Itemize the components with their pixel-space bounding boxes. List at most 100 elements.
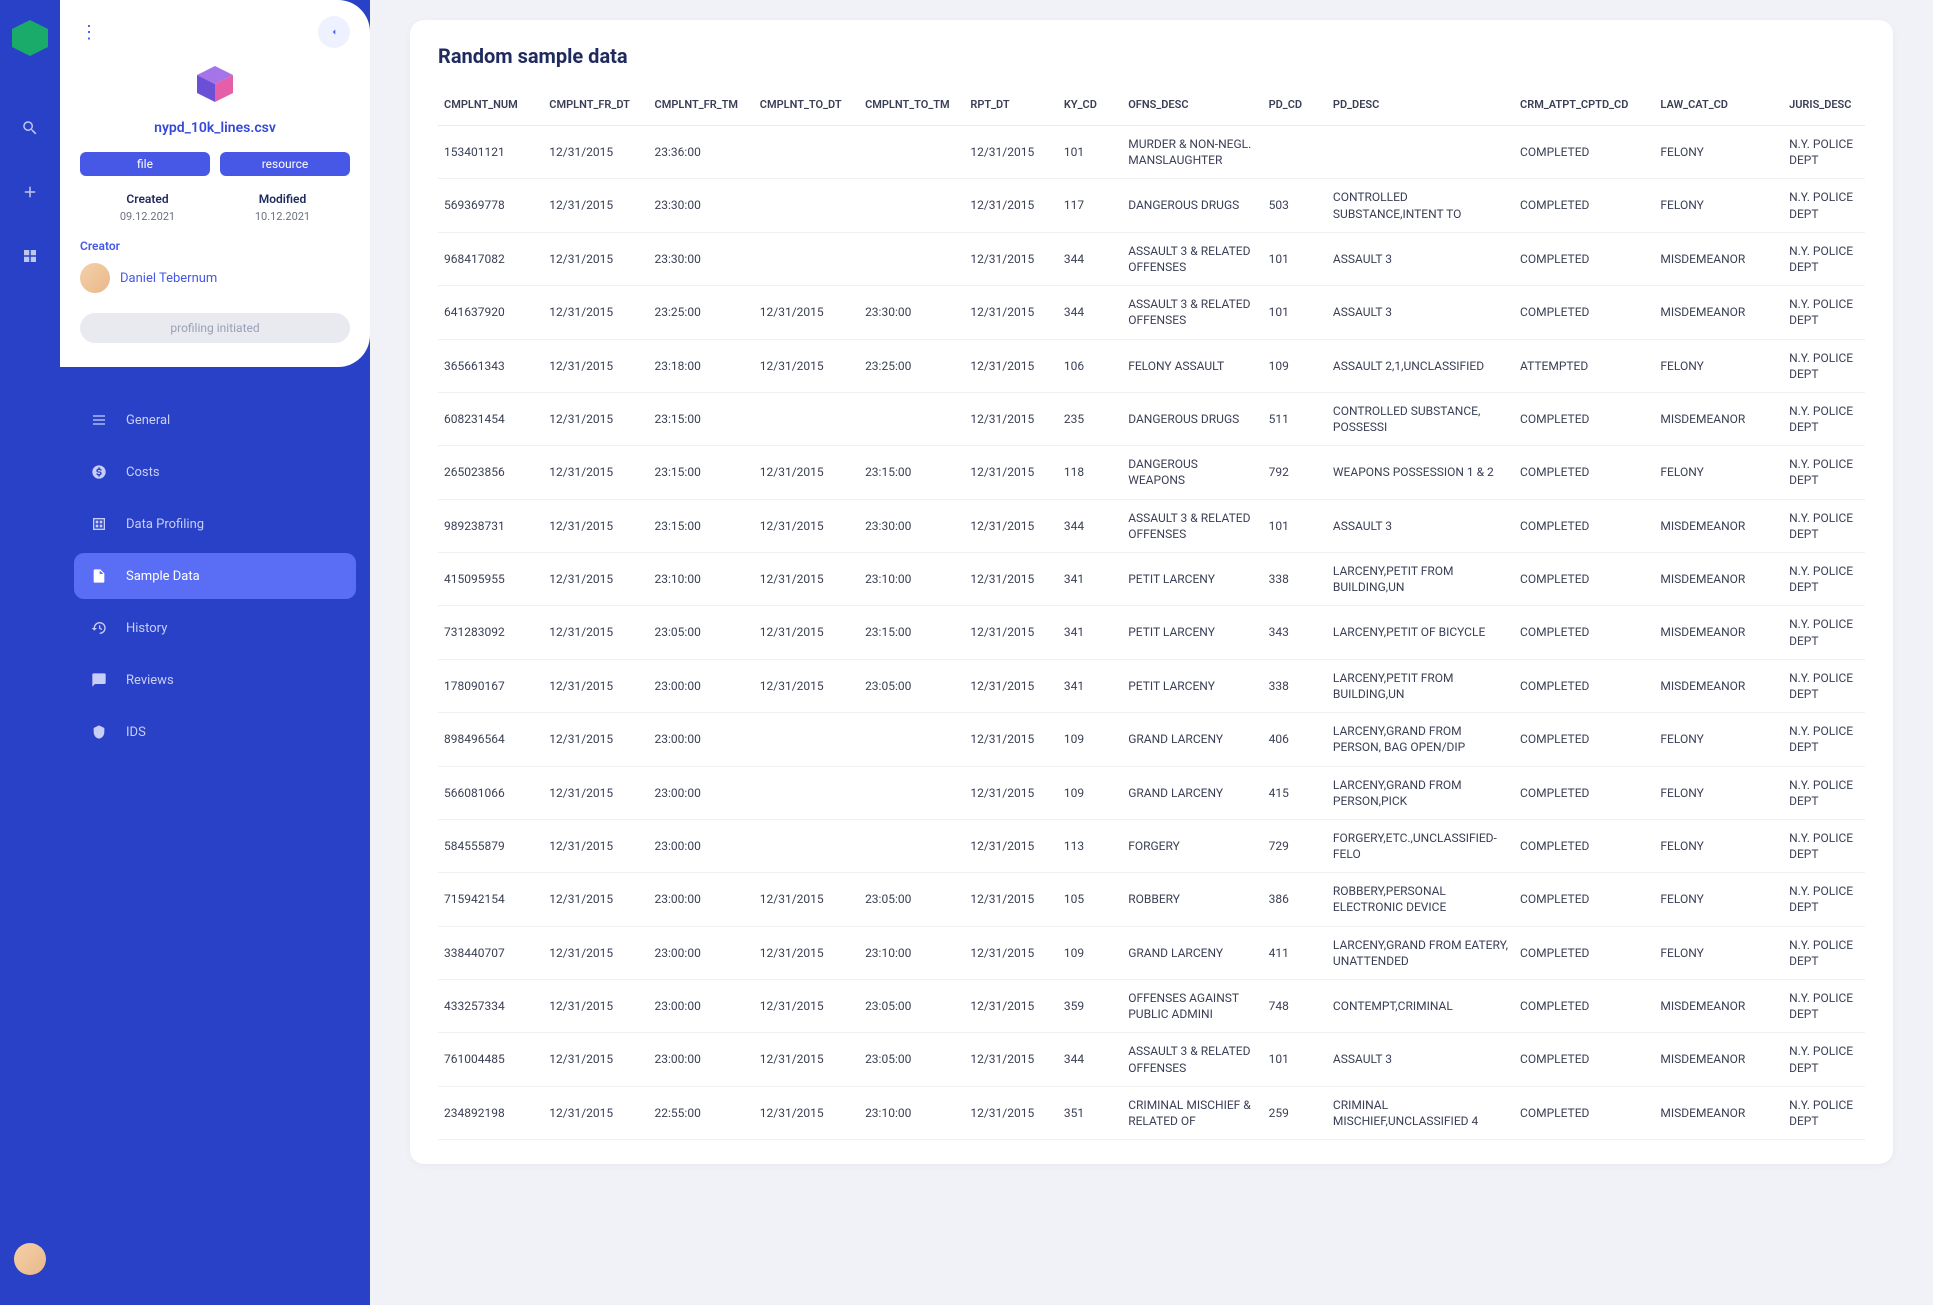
cell: 968417082	[438, 232, 543, 285]
nav-item-profiling[interactable]: Data Profiling	[74, 501, 356, 547]
cell: COMPLETED	[1514, 606, 1654, 659]
creator-name-link[interactable]: Daniel Tebernum	[120, 271, 217, 286]
cell: 23:05:00	[859, 873, 964, 926]
cell: 12/31/2015	[543, 553, 648, 606]
table-row[interactable]: 23489219812/31/201522:55:0012/31/201523:…	[438, 1086, 1865, 1139]
table-row[interactable]: 26502385612/31/201523:15:0012/31/201523:…	[438, 446, 1865, 499]
col-header[interactable]: RPT_DT	[964, 88, 1058, 126]
cell: 12/31/2015	[543, 1086, 648, 1139]
cell: 23:00:00	[649, 873, 754, 926]
nav-item-reviews[interactable]: Reviews	[74, 657, 356, 703]
cell: MURDER & NON-NEGL. MANSLAUGHTER	[1122, 126, 1262, 179]
table-row[interactable]: 43325733412/31/201523:00:0012/31/201523:…	[438, 980, 1865, 1033]
cell: 12/31/2015	[754, 286, 859, 339]
cell: 109	[1058, 713, 1122, 766]
file-pill[interactable]: file	[80, 152, 210, 176]
cell: CRIMINAL MISCHIEF & RELATED OF	[1122, 1086, 1262, 1139]
cell: 23:15:00	[859, 606, 964, 659]
user-avatar[interactable]	[14, 1243, 46, 1275]
col-header[interactable]: LAW_CAT_CD	[1654, 88, 1783, 126]
table-row[interactable]: 76100448512/31/201523:00:0012/31/201523:…	[438, 1033, 1865, 1086]
cell: 12/31/2015	[964, 392, 1058, 445]
logo-icon[interactable]	[12, 20, 48, 56]
nav-label: Data Profiling	[126, 517, 204, 532]
more-menu-icon[interactable]: ⋮	[80, 22, 98, 43]
cell: FELONY ASSAULT	[1122, 339, 1262, 392]
cell: 23:05:00	[859, 980, 964, 1033]
back-button[interactable]	[318, 16, 350, 48]
table-row[interactable]: 60823145412/31/201523:15:0012/31/2015235…	[438, 392, 1865, 445]
table-row[interactable]: 89849656412/31/201523:00:0012/31/2015109…	[438, 713, 1865, 766]
table-row[interactable]: 15340112112/31/201523:36:0012/31/2015101…	[438, 126, 1865, 179]
cell: 12/31/2015	[543, 286, 648, 339]
cell: N.Y. POLICE DEPT	[1783, 499, 1865, 552]
nav-item-sample[interactable]: Sample Data	[74, 553, 356, 599]
table-row[interactable]: 58455587912/31/201523:00:0012/31/2015113…	[438, 819, 1865, 872]
cell: 12/31/2015	[543, 339, 648, 392]
cell: 12/31/2015	[543, 713, 648, 766]
col-header[interactable]: PD_CD	[1263, 88, 1327, 126]
cell: 101	[1263, 232, 1327, 285]
nav-item-costs[interactable]: Costs	[74, 449, 356, 495]
cell: 12/31/2015	[964, 339, 1058, 392]
cell: 23:00:00	[649, 659, 754, 712]
cell: 761004485	[438, 1033, 543, 1086]
cell: 23:00:00	[649, 766, 754, 819]
col-header[interactable]: CMPLNT_NUM	[438, 88, 543, 126]
table-row[interactable]: 56608106612/31/201523:00:0012/31/2015109…	[438, 766, 1865, 819]
add-icon[interactable]	[20, 182, 40, 202]
cell: LARCENY,GRAND FROM PERSON,PICK	[1327, 766, 1514, 819]
cell: 566081066	[438, 766, 543, 819]
nav-label: Reviews	[126, 673, 174, 688]
cell: N.Y. POLICE DEPT	[1783, 926, 1865, 979]
cell: 265023856	[438, 446, 543, 499]
nav-item-history[interactable]: History	[74, 605, 356, 651]
cell	[754, 232, 859, 285]
cell: 12/31/2015	[543, 232, 648, 285]
col-header[interactable]: KY_CD	[1058, 88, 1122, 126]
cell: 106	[1058, 339, 1122, 392]
cell	[859, 126, 964, 179]
col-header[interactable]: CMPLNT_TO_DT	[754, 88, 859, 126]
grid-icon[interactable]	[20, 246, 40, 266]
table-row[interactable]: 73128309212/31/201523:05:0012/31/201523:…	[438, 606, 1865, 659]
cell: 338440707	[438, 926, 543, 979]
table-row[interactable]: 17809016712/31/201523:00:0012/31/201523:…	[438, 659, 1865, 712]
cell: 12/31/2015	[964, 606, 1058, 659]
cell: 12/31/2015	[964, 232, 1058, 285]
cell: 12/31/2015	[964, 553, 1058, 606]
table-row[interactable]: 98923873112/31/201523:15:0012/31/201523:…	[438, 499, 1865, 552]
search-icon[interactable]	[20, 118, 40, 138]
cell: 12/31/2015	[543, 873, 648, 926]
col-header[interactable]: PD_DESC	[1327, 88, 1514, 126]
cell: 12/31/2015	[964, 499, 1058, 552]
col-header[interactable]: OFNS_DESC	[1122, 88, 1262, 126]
cell	[859, 819, 964, 872]
col-header[interactable]: JURIS_DESC	[1783, 88, 1865, 126]
cell: 415095955	[438, 553, 543, 606]
cell: N.Y. POLICE DEPT	[1783, 392, 1865, 445]
table-row[interactable]: 41509595512/31/201523:10:0012/31/201523:…	[438, 553, 1865, 606]
table-row[interactable]: 71594215412/31/201523:00:0012/31/201523:…	[438, 873, 1865, 926]
filename: nypd_10k_lines.csv	[80, 120, 350, 136]
resource-pill[interactable]: resource	[220, 152, 350, 176]
cell: 12/31/2015	[543, 980, 648, 1033]
creator-avatar[interactable]	[80, 263, 110, 293]
cell: ATTEMPTED	[1514, 339, 1654, 392]
col-header[interactable]: CMPLNT_FR_TM	[649, 88, 754, 126]
nav-item-general[interactable]: General	[74, 397, 356, 443]
col-header[interactable]: CMPLNT_FR_DT	[543, 88, 648, 126]
table-row[interactable]: 64163792012/31/201523:25:0012/31/201523:…	[438, 286, 1865, 339]
table-row[interactable]: 33844070712/31/201523:00:0012/31/201523:…	[438, 926, 1865, 979]
table-row[interactable]: 56936977812/31/201523:30:0012/31/2015117…	[438, 179, 1865, 232]
nav-menu: General Costs Data Profiling Sample Data His…	[60, 367, 370, 755]
nav-item-ids[interactable]: IDS	[74, 709, 356, 755]
cell: 12/31/2015	[964, 819, 1058, 872]
nav-rail	[0, 0, 60, 1305]
cell: 411	[1263, 926, 1327, 979]
col-header[interactable]: CRM_ATPT_CPTD_CD	[1514, 88, 1654, 126]
table-row[interactable]: 96841708212/31/201523:30:0012/31/2015344…	[438, 232, 1865, 285]
col-header[interactable]: CMPLNT_TO_TM	[859, 88, 964, 126]
table-row[interactable]: 36566134312/31/201523:18:0012/31/201523:…	[438, 339, 1865, 392]
cell: 359	[1058, 980, 1122, 1033]
